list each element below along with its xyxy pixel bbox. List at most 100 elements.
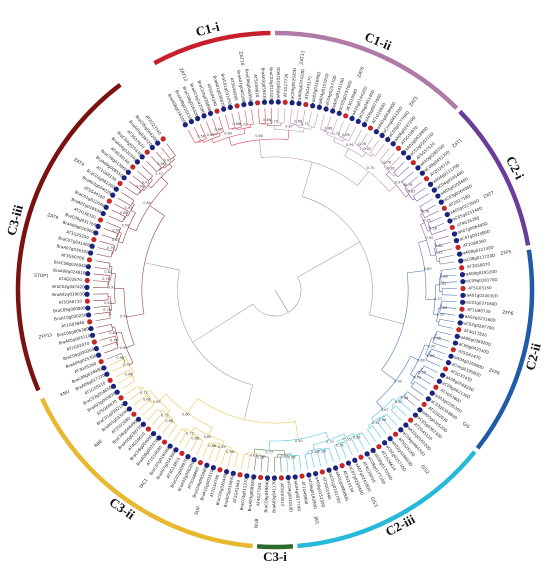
brassica-marker: [88, 325, 94, 332]
tree-branch: [334, 441, 343, 446]
brassica-marker: [427, 181, 434, 187]
brassica-marker: [316, 104, 322, 110]
arabidopsis-marker: [145, 426, 152, 432]
tree-branch: [325, 432, 330, 441]
tree-branch: [218, 116, 224, 132]
brassica-marker: [114, 389, 120, 395]
tree-branch: [432, 342, 448, 349]
leaf-label: BraC02g029770D: [459, 320, 495, 331]
tree-branch: [420, 213, 423, 216]
tree-branch: [407, 270, 425, 274]
tree-branch: [93, 273, 110, 276]
tree-branch: [139, 185, 146, 194]
tree-branch: [111, 209, 126, 217]
tree-branch: [286, 454, 296, 457]
clade-label: C2-ii: [522, 341, 543, 372]
brassica-marker: [454, 333, 460, 340]
tree-branch: [166, 410, 170, 415]
tree-branch: [152, 413, 163, 425]
clade-arc: [40, 397, 253, 549]
tree-branch: [393, 398, 397, 402]
arabidopsis-marker: [367, 125, 374, 131]
arabidopsis-marker: [234, 103, 240, 109]
tree-branch: [131, 375, 135, 381]
arabidopsis-marker: [449, 224, 455, 231]
tree-branch: [403, 183, 405, 185]
leaf-label: AT3G50700: [61, 252, 85, 261]
brassica-marker: [431, 187, 437, 193]
tree-branch: [393, 174, 397, 177]
brassica-marker: [110, 192, 116, 198]
extra-gene-label: ZAT5: [408, 95, 420, 108]
arabidopsis-marker: [237, 472, 243, 478]
tree-branch: [307, 447, 321, 452]
leaf-label: BraA09g041170D: [271, 477, 276, 513]
support-value: 0.82: [104, 301, 112, 305]
support-value: 0.95: [428, 344, 436, 348]
tree-branch: [395, 405, 407, 417]
brassica-marker: [330, 108, 336, 114]
tree-branch: [169, 163, 173, 168]
tree-branch: [354, 129, 362, 144]
tree-branch: [222, 441, 225, 446]
support-value: 0.87: [285, 124, 293, 128]
tree-branch: [439, 312, 456, 316]
leaf-labels: BraA08g016100DBraA08g016110DBraC08g01642…: [52, 67, 498, 513]
brassica-marker: [93, 346, 99, 352]
arabidopsis-marker: [459, 265, 465, 271]
brassica-marker: [227, 104, 233, 110]
tree-branch: [303, 127, 305, 133]
brassica-marker: [204, 462, 210, 468]
extra-gene-label: ZAT7: [482, 190, 495, 200]
tree-branch: [422, 204, 437, 213]
tree-branch: [356, 435, 365, 449]
arabidopsis-marker: [421, 401, 427, 407]
brassica-marker: [429, 390, 435, 396]
tree-branch: [141, 165, 153, 177]
support-value: 0.76: [110, 338, 118, 342]
tree-branch: [343, 138, 345, 142]
arabidopsis-marker: [87, 319, 93, 325]
tree-branch: [243, 453, 251, 456]
support-value: 0.92: [164, 158, 172, 162]
support-value: 0.72: [240, 122, 248, 126]
extra-gene-label: ZFP8: [488, 367, 501, 377]
support-value: 0.57: [434, 297, 442, 301]
tree-branch: [386, 171, 390, 175]
arabidopsis-marker: [118, 395, 124, 401]
support-value: 0.67: [381, 408, 389, 412]
tree-branch: [104, 347, 119, 354]
arabidopsis-marker: [299, 473, 305, 479]
brassica-marker: [398, 427, 404, 433]
tree-branch: [381, 418, 392, 430]
arabidopsis-marker: [107, 377, 113, 383]
tree-branch: [425, 298, 436, 301]
clade-arcs: [15, 30, 535, 550]
tree-branch: [328, 448, 334, 463]
tree-branch: [244, 384, 253, 420]
extra-gene-label: ZAT12: [178, 67, 189, 83]
brassica-marker: [84, 291, 90, 297]
tree-branch: [133, 394, 147, 406]
tree-branch: [187, 398, 199, 414]
extra-gene-label: KNU: [59, 389, 70, 399]
tree-branch: [247, 455, 251, 470]
tree-branch: [197, 437, 204, 442]
tree-branch: [234, 452, 239, 468]
tree-branch: [162, 421, 173, 434]
tree-branch: [401, 181, 407, 187]
tree-branch: [379, 417, 381, 419]
tree-branch: [431, 337, 435, 339]
tree-branch: [307, 451, 309, 454]
tree-branch: [137, 190, 142, 196]
tree-branch: [225, 114, 230, 130]
arabidopsis-marker: [343, 113, 349, 119]
tree-branch: [431, 348, 446, 355]
tree-branch: [114, 326, 119, 340]
arabidopsis-marker: [144, 149, 150, 155]
arabidopsis-marker: [395, 145, 402, 151]
tree-branch: [344, 148, 349, 157]
brassica-marker: [121, 175, 127, 181]
brassica-marker: [453, 238, 460, 244]
root-branch: [274, 289, 289, 313]
